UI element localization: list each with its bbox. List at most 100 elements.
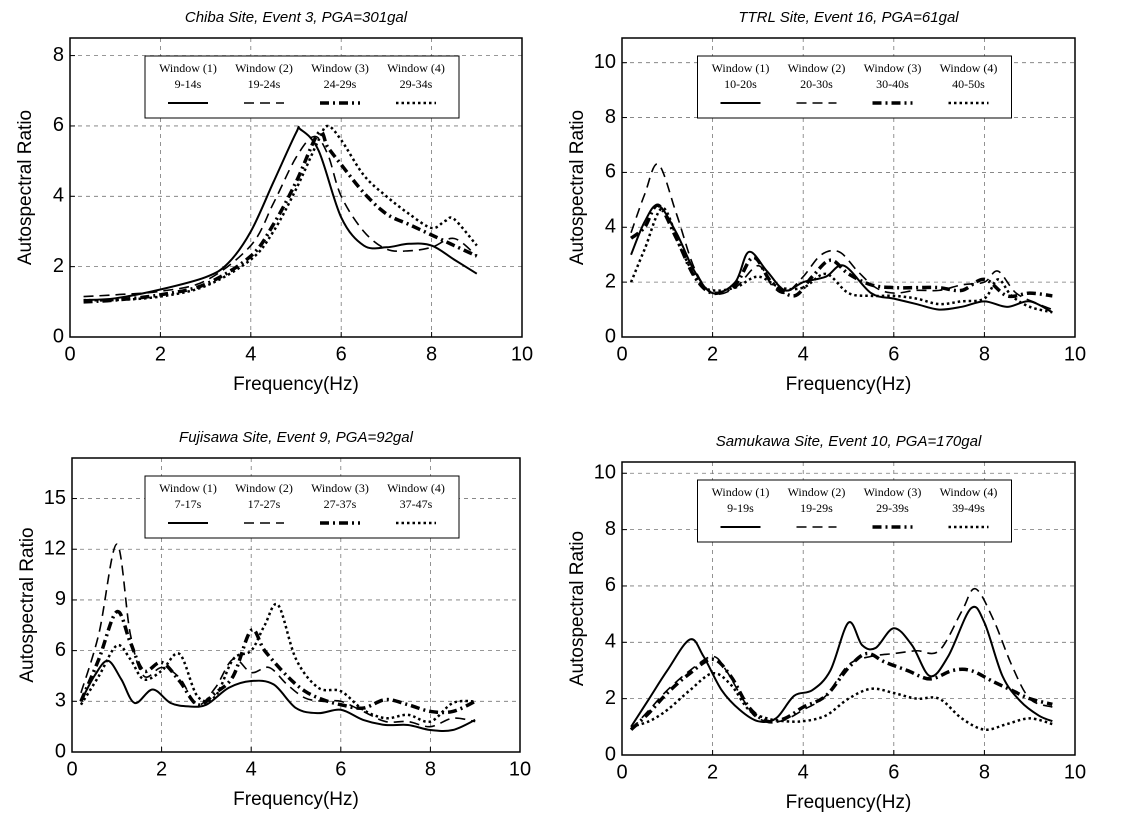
x-tick-label: 4 — [245, 343, 256, 365]
plot-frame — [69, 37, 523, 338]
legend: Window (1) 7-17s Window (2) 17-27s Window (3… — [144, 475, 460, 539]
legend-label: Window (3) — [311, 481, 369, 495]
legend-label: Window (3) — [311, 61, 369, 75]
legend-box — [697, 479, 1012, 543]
legend-box — [144, 55, 460, 119]
x-tick-label: 6 — [888, 343, 899, 365]
y-tick-label: 4 — [53, 185, 64, 207]
x-tick-label: 2 — [156, 758, 167, 780]
y-tick-label: 4 — [605, 631, 616, 653]
legend: Window (1) 9-14s Window (2) 19-24s Window (3… — [144, 55, 460, 119]
x-tick-label: 10 — [1064, 343, 1086, 365]
legend-period: 30-40s — [876, 77, 909, 91]
x-tick-label: 8 — [979, 343, 990, 365]
y-tick-label: 4 — [605, 216, 616, 238]
legend-period: 39-49s — [952, 501, 985, 515]
y-tick-label: 8 — [605, 106, 616, 128]
x-tick-label: 8 — [979, 761, 990, 783]
x-tick-label: 0 — [66, 758, 77, 780]
legend-label: Window (3) — [864, 485, 922, 499]
series-line — [629, 203, 1053, 299]
legend-label: Window (1) — [712, 61, 770, 75]
series-line — [79, 602, 476, 724]
x-tick-label: 4 — [798, 761, 809, 783]
series-line — [83, 135, 478, 298]
x-tick-label: 2 — [155, 343, 166, 365]
x-tick-label: 4 — [798, 343, 809, 365]
y-axis-label: Autospectral Ratio — [567, 531, 588, 686]
legend-period: 9-14s — [175, 77, 202, 91]
y-tick-label: 0 — [605, 743, 616, 765]
series-line — [80, 659, 476, 732]
series-line — [83, 129, 478, 304]
y-tick-label: 2 — [53, 255, 64, 277]
legend-label: Window (2) — [235, 481, 293, 495]
legend: Window (1) 9-19s Window (2) 19-29s Window (3… — [697, 479, 1012, 543]
series-line — [630, 204, 1053, 314]
legend-label: Window (2) — [235, 61, 293, 75]
legend-period: 29-39s — [876, 501, 909, 515]
subplot: Chiba Site, Event 3, PGA=301gal 0 2 4 6 8 10 0 2… — [15, 9, 533, 395]
legend-period: 9-19s — [727, 501, 754, 515]
x-tick-label: 10 — [511, 343, 533, 365]
series-line — [630, 163, 1053, 311]
series-line — [80, 543, 476, 728]
y-tick-label: 6 — [605, 574, 616, 596]
x-tick-label: 4 — [246, 758, 257, 780]
x-tick-label: 0 — [616, 343, 627, 365]
series-line — [79, 610, 476, 715]
y-tick-label: 0 — [605, 325, 616, 347]
y-tick-label: 8 — [53, 44, 64, 66]
y-tick-label: 6 — [55, 639, 66, 661]
series-line — [630, 672, 1053, 731]
legend-period: 27-37s — [324, 497, 357, 511]
legend-period: 10-20s — [724, 77, 757, 91]
x-tick-label: 6 — [335, 758, 346, 780]
x-axis-label: Frequency(Hz) — [786, 792, 912, 813]
y-tick-label: 2 — [605, 687, 616, 709]
legend-box — [697, 55, 1012, 119]
y-tick-label: 15 — [44, 487, 66, 509]
x-axis-label: Frequency(Hz) — [233, 789, 359, 810]
series-line — [630, 587, 1053, 731]
legend-box — [144, 475, 460, 539]
y-tick-label: 8 — [605, 518, 616, 540]
plot-frame — [621, 37, 1076, 338]
legend-period: 19-24s — [248, 77, 281, 91]
legend-label: Window (4) — [940, 485, 998, 499]
legend-period: 20-30s — [800, 77, 833, 91]
subplot: TTRL Site, Event 16, PGA=61gal 0 2 4 6 8 10 0 2 4… — [567, 9, 1086, 395]
y-tick-label: 6 — [53, 114, 64, 136]
subplot: Fujisawa Site, Event 9, PGA=92gal 0 2 4 6 8 10… — [17, 429, 531, 810]
x-tick-label: 2 — [707, 761, 718, 783]
y-tick-label: 10 — [594, 51, 616, 73]
legend-label: Window (2) — [788, 485, 846, 499]
x-tick-label: 6 — [888, 761, 899, 783]
legend-label: Window (1) — [712, 485, 770, 499]
series-line — [629, 206, 1053, 314]
legend-label: Window (4) — [387, 481, 445, 495]
chart-title: Fujisawa Site, Event 9, PGA=92gal — [179, 429, 414, 446]
legend-period: 29-34s — [400, 77, 433, 91]
legend-label: Window (4) — [387, 61, 445, 75]
legend-period: 40-50s — [952, 77, 985, 91]
x-axis-label: Frequency(Hz) — [786, 374, 912, 395]
y-tick-label: 10 — [594, 462, 616, 484]
legend-period: 37-47s — [400, 497, 433, 511]
x-tick-label: 10 — [509, 758, 531, 780]
legend-label: Window (1) — [159, 61, 217, 75]
x-axis-label: Frequency(Hz) — [233, 374, 359, 395]
y-axis-label: Autospectral Ratio — [17, 527, 38, 682]
subplot: Samukawa Site, Event 10, PGA=170gal 0 2 4 6 8… — [567, 433, 1086, 813]
series-line — [83, 124, 478, 302]
legend-period: 19-29s — [800, 501, 833, 515]
series-line — [629, 651, 1053, 731]
y-tick-label: 3 — [55, 690, 66, 712]
y-axis-label: Autospectral Ratio — [567, 110, 588, 265]
legend-period: 17-27s — [248, 497, 281, 511]
x-tick-label: 0 — [616, 761, 627, 783]
series-line — [630, 605, 1053, 728]
legend-label: Window (1) — [159, 481, 217, 495]
x-tick-label: 2 — [707, 343, 718, 365]
